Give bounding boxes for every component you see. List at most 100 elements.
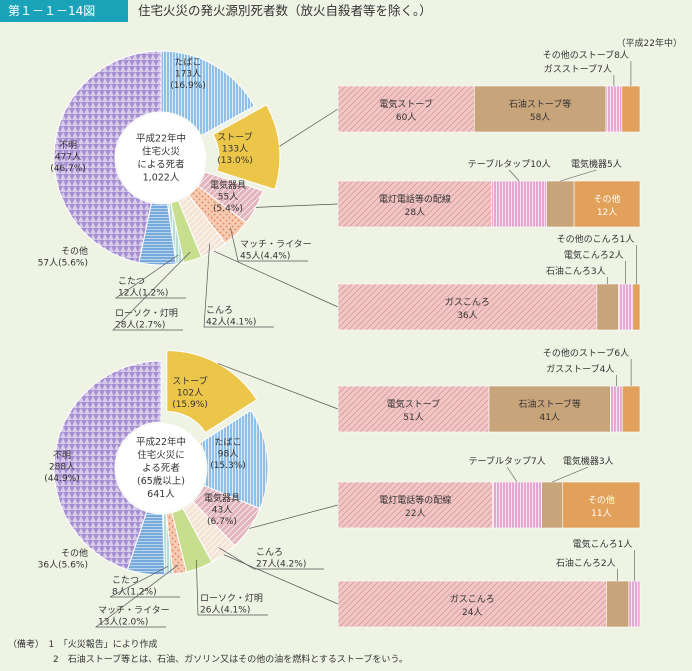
pie1-label-other: その他 bbox=[61, 245, 88, 257]
bar2-electric-label-2: 電気機器3人 bbox=[563, 455, 614, 467]
pie1-center-label: 1,022人 bbox=[143, 173, 180, 184]
bar1-konro-label-3: その他のこんろ1人 bbox=[557, 233, 635, 245]
figure-number: 第１－１－14図 bbox=[0, 0, 128, 22]
bar1-electric-label-3: その他 bbox=[594, 193, 621, 205]
pie2-label-unknown: (44.9%) bbox=[44, 474, 80, 484]
bar2-stove-seg-3 bbox=[621, 385, 641, 433]
pie2-label-stove: ストーブ bbox=[172, 375, 207, 387]
pie1-connector-electric bbox=[255, 203, 339, 208]
bar1-konro-seg-2 bbox=[618, 283, 634, 331]
bar2-konro-label-2: 電気こんろ1人 bbox=[573, 538, 633, 550]
bar1-electric-label-1: テーブルタップ10人 bbox=[468, 158, 551, 170]
bar1-electric-seg-0 bbox=[337, 180, 493, 228]
pie2-center-label: (65歳以上) bbox=[137, 475, 185, 487]
bar1-electric-value-0: 28人 bbox=[405, 207, 425, 218]
bar1-electric-seg-3 bbox=[573, 180, 641, 228]
pie2-leader-kotatsu bbox=[109, 565, 180, 598]
bar2-konro-seg-2 bbox=[628, 580, 641, 628]
pie2-label-unknown: 288人 bbox=[49, 462, 75, 473]
bar1-electric-label-2: 電気機器5人 bbox=[571, 158, 622, 170]
pie2-slice-unknown bbox=[53, 360, 162, 571]
pie1-label-kotatsu: こたつ bbox=[118, 276, 145, 287]
pie1-label-electric: 55人 bbox=[218, 192, 238, 203]
bar1-konro-label-2: 電気こんろ2人 bbox=[564, 249, 624, 261]
pie2-center-label: よる死者 bbox=[142, 463, 180, 474]
pie2-slice-stove bbox=[166, 349, 258, 434]
bar1-stove-seg-1 bbox=[473, 85, 607, 133]
pie1-leader-match bbox=[230, 227, 308, 262]
pie2-label-tobacco: たばこ bbox=[214, 437, 241, 448]
bar1-electric-leader-1 bbox=[508, 169, 520, 182]
bar2-konro-seg-0 bbox=[337, 580, 607, 628]
figure-title: 住宅火災の発火源別死者数（放火自殺者等を除く。） bbox=[138, 3, 432, 18]
pie1-label-konro: 42人(4.1%) bbox=[206, 317, 256, 328]
bar1-konro-seg-3 bbox=[632, 283, 641, 331]
pie1-label-unknown: (46.7%) bbox=[50, 164, 86, 174]
pie2-label-tobacco: (15.3%) bbox=[210, 461, 246, 471]
pie2-label-konro: こんろ bbox=[256, 547, 283, 558]
bar2-stove-label-2: ガスストーブ4人 bbox=[546, 363, 614, 375]
note-1: （備考） 1 「火災報告」により作成 bbox=[8, 640, 158, 650]
pie2-label-candle: 26人(4.1%) bbox=[200, 605, 250, 616]
pie2-label-kotatsu: こたつ bbox=[112, 575, 139, 586]
pie2-connector-electric bbox=[249, 504, 339, 529]
bar2-electric-seg-3 bbox=[562, 481, 641, 529]
pie2-label-unknown: 不明 bbox=[53, 450, 71, 461]
bar2-stove-seg-1 bbox=[488, 385, 611, 433]
bar2-stove-label-3: その他のストーブ6人 bbox=[543, 347, 629, 359]
pie2-center-label: 641人 bbox=[147, 489, 175, 500]
bar1-electric-label-0: 電灯電話等の配線 bbox=[379, 193, 451, 205]
pie1-leader-candle bbox=[112, 251, 191, 331]
pie1-label-unknown: 不明 bbox=[59, 140, 77, 151]
pie1-connector-konro bbox=[213, 250, 339, 308]
bar2-electric-value-3: 11人 bbox=[591, 508, 611, 519]
bar1-konro-seg-0 bbox=[337, 283, 598, 331]
bar1-stove-seg-2 bbox=[605, 85, 623, 133]
pie1-label-tobacco: たばこ bbox=[174, 57, 201, 68]
pie2-label-electric: 43人 bbox=[212, 505, 232, 516]
bar2-electric-value-0: 22人 bbox=[405, 508, 425, 519]
bar1-stove-label-0: 電気ストーブ bbox=[379, 98, 432, 110]
pie2-label-tobacco: 98人 bbox=[218, 449, 238, 460]
bar1-electric-seg-2 bbox=[546, 180, 575, 228]
pie1-label-stove: (13.0%) bbox=[217, 156, 253, 166]
pie1-label-kotatsu: 12人(1.2%) bbox=[118, 288, 168, 299]
pie2-label-stove: (15.9%) bbox=[172, 400, 208, 410]
unit-note: （平成22年中） bbox=[616, 39, 682, 49]
pie2-label-candle: ローソク・灯明 bbox=[200, 593, 263, 604]
note-2: 2 石油ストーブ等とは、石油、ガソリン又はその他の油を燃料とするストーブをいう。 bbox=[8, 655, 408, 665]
pie1-label-electric: 電気器具 bbox=[210, 179, 246, 191]
bar2-electric-leader-1 bbox=[506, 466, 518, 483]
bar2-konro-seg-1 bbox=[606, 580, 630, 628]
bar1-konro-value-0: 36人 bbox=[457, 310, 477, 321]
bar2-electric-seg-2 bbox=[541, 481, 564, 529]
pie1-label-match: 45人(4.4%) bbox=[240, 251, 290, 262]
pie1-slice-stove bbox=[212, 104, 281, 191]
bar2-electric-label-3: その他 bbox=[588, 494, 615, 506]
bar1-stove-label-3: その他のストーブ8人 bbox=[543, 49, 629, 61]
pie2-center-label: 平成22年中 bbox=[136, 436, 186, 448]
pie1-leader-kotatsu bbox=[114, 254, 186, 299]
pie1-center-label: による死者 bbox=[137, 160, 184, 171]
bar2-electric-seg-0 bbox=[337, 481, 493, 529]
pie1-slice-tobacco bbox=[160, 50, 256, 137]
bar1-electric-value-3: 12人 bbox=[597, 207, 617, 218]
pie2-label-electric: 電気器具 bbox=[204, 492, 240, 504]
pie2-connector-konro bbox=[223, 554, 339, 605]
bar1-stove-label-2: ガスストーブ7人 bbox=[544, 63, 612, 75]
pie2-label-match: 13人(2.0%) bbox=[98, 617, 148, 628]
bar1-stove-seg-0 bbox=[337, 85, 475, 133]
bar2-electric-leader-2 bbox=[552, 466, 589, 483]
pie2-connector-stove bbox=[217, 363, 339, 410]
pie1-label-konro: こんろ bbox=[206, 305, 233, 316]
pie1-leader-konro bbox=[203, 243, 274, 328]
pie1-label-electric: (5.4%) bbox=[213, 204, 243, 214]
pie1-center bbox=[116, 113, 206, 203]
bar1-stove-value-1: 58人 bbox=[530, 112, 550, 123]
pie1-label-tobacco: (16.9%) bbox=[170, 81, 206, 91]
bar2-konro-value-0: 24人 bbox=[462, 607, 482, 618]
bar2-stove-value-0: 51人 bbox=[403, 412, 423, 423]
bar1-stove-seg-3 bbox=[621, 85, 641, 133]
bar1-stove-label-1: 石油ストーブ等 bbox=[509, 98, 571, 110]
